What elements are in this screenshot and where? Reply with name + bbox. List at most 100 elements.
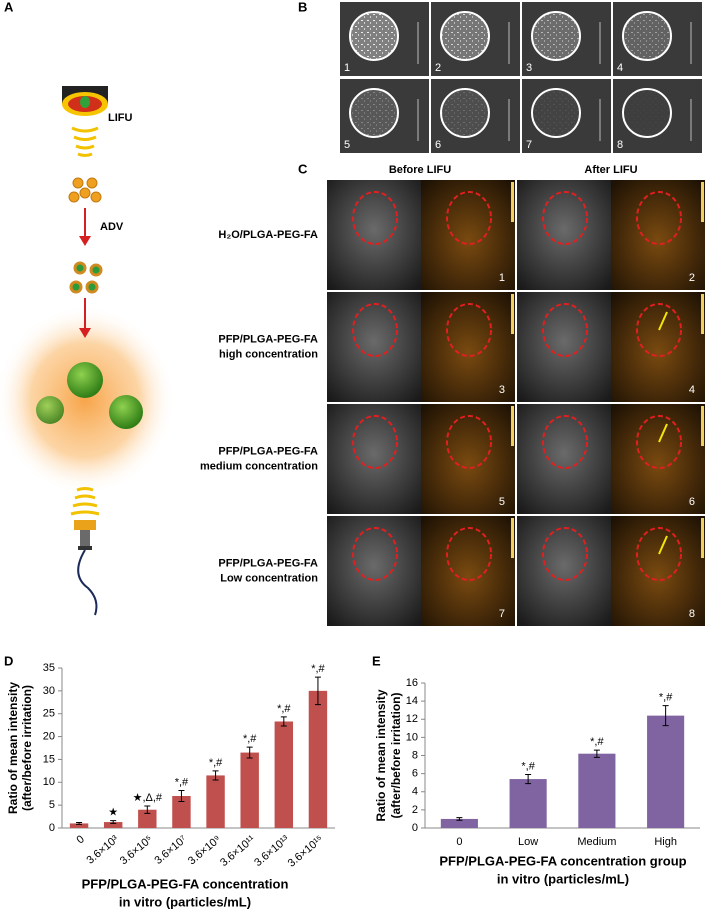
error-bar [280, 716, 287, 727]
significance-mark: *,# [209, 757, 223, 769]
column-header: After LIFU [584, 164, 637, 176]
y-tick-label: 15 [43, 753, 55, 765]
intensity-bar [701, 294, 704, 334]
bar [69, 823, 89, 828]
tumor-outline [636, 303, 682, 357]
speckle-fill [350, 12, 398, 60]
error-bar [662, 705, 669, 727]
column-header: Before LIFU [389, 164, 451, 176]
error-bar [76, 822, 83, 825]
tumor-outline [352, 191, 398, 245]
tumor-outline [542, 527, 588, 581]
x-tick-label: 3.6×10⁷ [152, 833, 189, 867]
y-tick-label: 5 [49, 799, 55, 811]
sample-ring [440, 11, 490, 61]
x-tick-label: Low [518, 836, 538, 848]
panel-label: E [372, 653, 381, 668]
contrast-image [611, 180, 705, 290]
significance-mark: *,# [311, 663, 325, 675]
x-tick-label: 3.6×10¹³ [252, 833, 292, 869]
x-tick-label: 3.6×10⁵ [118, 833, 155, 867]
contrast-image [421, 292, 515, 402]
x-tick-label: High [654, 836, 677, 848]
image-number: 5 [499, 496, 505, 508]
y-tick-label: 4 [412, 786, 418, 798]
bmode-image [327, 516, 421, 626]
error-bar [110, 820, 117, 824]
y-tick-label: 10 [406, 731, 418, 743]
bar [206, 775, 225, 828]
row-label: high concentration [219, 348, 318, 360]
arrow [658, 535, 668, 555]
image-number: 4 [617, 62, 623, 74]
error-bar [212, 770, 219, 781]
bar [172, 796, 191, 828]
x-tick-label: 3.6×10⁹ [186, 833, 223, 867]
tumor-outline [542, 191, 588, 245]
y-tick-label: 30 [43, 685, 55, 697]
image-number: 4 [689, 384, 695, 396]
y-tick-label: 25 [43, 708, 55, 720]
y-tick-label: 10 [43, 776, 55, 788]
tumor-outline [352, 415, 398, 469]
sample-ring [440, 88, 490, 138]
contrast-image [421, 180, 515, 290]
tumor-outline [636, 415, 682, 469]
significance-mark: *,# [175, 776, 189, 788]
x-tick-label: 3.6×10³ [84, 833, 121, 867]
tumor-outline [352, 527, 398, 581]
significance-mark: *,# [590, 736, 604, 748]
sample-ring [531, 88, 581, 138]
y-tick-label: 0 [49, 822, 55, 834]
y-axis-label: Ratio of mean intensity [6, 682, 20, 814]
x-tick-label: 3.6×10¹⁵ [286, 833, 326, 869]
error-bar [314, 676, 321, 706]
image-number: 7 [499, 608, 505, 620]
tumor-outline [446, 415, 492, 469]
sample-ring [531, 11, 581, 61]
x-tick-label: 0 [74, 833, 86, 846]
arrow [658, 311, 668, 331]
intensity-bar [511, 182, 514, 222]
y-axis-label: (after/before irritation) [20, 685, 34, 811]
speckle-fill [532, 89, 580, 137]
lifu-label: LIFU [108, 112, 132, 124]
row-label: medium concentration [200, 460, 318, 472]
y-tick-label: 2 [412, 804, 418, 816]
contrast-image [421, 516, 515, 626]
significance-mark: ★ [108, 807, 118, 819]
significance-mark: *,# [277, 703, 291, 715]
row-label: PFP/PLGA-PEG-FA [218, 333, 318, 345]
y-tick-label: 35 [43, 662, 55, 674]
intensity-bar [701, 518, 704, 558]
speckle-fill [532, 12, 580, 60]
x-axis-label: PFP/PLGA-PEG-FA concentration group [439, 853, 686, 868]
row-label: H₂O/PLGA-PEG-FA [218, 229, 318, 241]
image-number: 2 [689, 272, 695, 284]
sample-ring [349, 88, 399, 138]
error-bar [525, 774, 532, 785]
tumor-outline [352, 303, 398, 357]
adv-label: ADV [100, 221, 124, 233]
y-tick-label: 14 [406, 695, 418, 707]
tumor-outline [636, 527, 682, 581]
speckle-fill [441, 89, 489, 137]
tumor-outline [542, 415, 588, 469]
row-label: Low concentration [220, 572, 318, 584]
panel-b-images: 1 2 3 4 5 6 7 8 [340, 2, 702, 153]
image-number: 6 [689, 496, 695, 508]
error-bar [144, 805, 151, 814]
y-axis-label: (after/before irritation) [389, 692, 403, 818]
panel-a-illustration [0, 86, 175, 616]
speckle-fill [441, 12, 489, 60]
panel-label: D [4, 653, 13, 668]
intensity-bar [511, 518, 514, 558]
speckle-fill [623, 89, 671, 137]
x-axis-label: PFP/PLGA-PEG-FA concentration [82, 876, 289, 891]
sample-ring [622, 88, 672, 138]
significance-mark: *,# [521, 760, 535, 772]
significance-mark: ★,Δ,# [133, 792, 163, 804]
y-tick-label: 0 [412, 822, 418, 834]
bmode-image [327, 404, 421, 514]
